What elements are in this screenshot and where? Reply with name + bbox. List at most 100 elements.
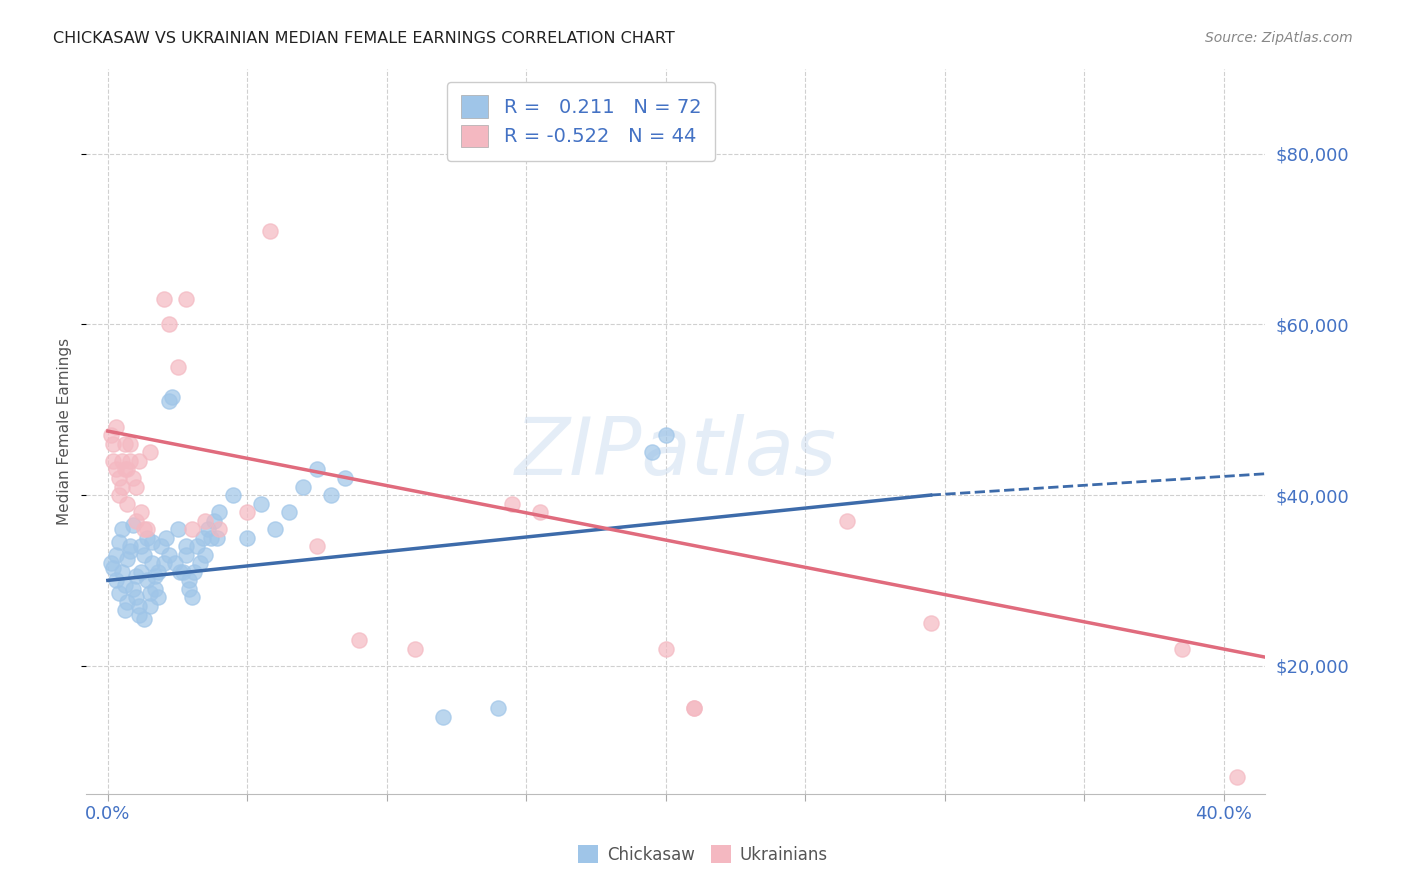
Point: [194, 548, 217, 562]
Point: [292, 479, 315, 493]
Text: ZIPatlas: ZIPatlas: [515, 414, 837, 491]
Point: [236, 505, 259, 519]
Point: [146, 591, 169, 605]
Point: [166, 522, 188, 536]
Point: [105, 574, 128, 588]
Point: [654, 428, 676, 442]
Point: [200, 531, 222, 545]
Point: [128, 599, 150, 613]
Point: [180, 522, 202, 536]
Point: [197, 522, 219, 536]
Point: [157, 318, 180, 332]
Point: [120, 454, 142, 468]
Point: [177, 574, 200, 588]
Point: [404, 641, 426, 656]
Point: [132, 522, 155, 536]
Point: [135, 531, 157, 545]
Point: [920, 615, 942, 630]
Point: [835, 514, 858, 528]
Point: [149, 539, 172, 553]
Point: [250, 497, 273, 511]
Point: [114, 462, 136, 476]
Point: [141, 557, 163, 571]
Point: [333, 471, 356, 485]
Point: [501, 497, 523, 511]
Point: [141, 535, 163, 549]
Point: [208, 522, 231, 536]
Point: [111, 522, 134, 536]
Point: [152, 292, 174, 306]
Text: CHICKASAW VS UKRAINIAN MEDIAN FEMALE EARNINGS CORRELATION CHART: CHICKASAW VS UKRAINIAN MEDIAN FEMALE EAR…: [53, 31, 675, 46]
Point: [135, 522, 157, 536]
Point: [205, 531, 228, 545]
Point: [278, 505, 301, 519]
Point: [319, 488, 342, 502]
Point: [103, 437, 125, 451]
Point: [103, 454, 125, 468]
Legend: R =   0.211   N = 72, R = -0.522   N = 44: R = 0.211 N = 72, R = -0.522 N = 44: [447, 82, 714, 161]
Point: [111, 454, 134, 468]
Point: [222, 488, 245, 502]
Point: [128, 454, 150, 468]
Point: [172, 565, 194, 579]
Text: Source: ZipAtlas.com: Source: ZipAtlas.com: [1205, 31, 1353, 45]
Point: [191, 531, 214, 545]
Point: [117, 595, 139, 609]
Point: [117, 462, 139, 476]
Point: [264, 522, 287, 536]
Point: [166, 360, 188, 375]
Point: [114, 577, 136, 591]
Point: [236, 531, 259, 545]
Point: [114, 437, 136, 451]
Point: [174, 548, 197, 562]
Point: [105, 548, 128, 562]
Point: [194, 514, 217, 528]
Point: [125, 591, 148, 605]
Y-axis label: Median Female Earnings: Median Female Earnings: [58, 337, 72, 524]
Point: [132, 548, 155, 562]
Point: [1226, 770, 1249, 784]
Point: [174, 539, 197, 553]
Point: [202, 514, 225, 528]
Point: [174, 292, 197, 306]
Point: [138, 586, 160, 600]
Point: [108, 488, 131, 502]
Point: [654, 641, 676, 656]
Point: [432, 710, 454, 724]
Point: [486, 701, 509, 715]
Point: [183, 565, 205, 579]
Point: [259, 224, 281, 238]
Point: [163, 557, 186, 571]
Point: [120, 437, 142, 451]
Point: [108, 471, 131, 485]
Point: [122, 471, 145, 485]
Point: [155, 531, 177, 545]
Point: [129, 565, 152, 579]
Point: [641, 445, 664, 459]
Point: [157, 394, 180, 409]
Point: [125, 514, 148, 528]
Point: [1170, 641, 1192, 656]
Point: [111, 479, 134, 493]
Point: [682, 701, 704, 715]
Point: [682, 701, 704, 715]
Point: [305, 462, 328, 476]
Point: [117, 552, 139, 566]
Point: [529, 505, 551, 519]
Point: [100, 428, 122, 442]
Point: [188, 557, 211, 571]
Point: [186, 539, 208, 553]
Legend: Chickasaw, Ukrainians: Chickasaw, Ukrainians: [572, 838, 834, 871]
Point: [177, 582, 200, 596]
Point: [125, 569, 148, 583]
Point: [146, 565, 169, 579]
Point: [125, 479, 148, 493]
Point: [143, 582, 166, 596]
Point: [152, 557, 174, 571]
Point: [111, 565, 134, 579]
Point: [129, 539, 152, 553]
Point: [160, 390, 183, 404]
Point: [105, 462, 128, 476]
Point: [138, 445, 160, 459]
Point: [128, 607, 150, 622]
